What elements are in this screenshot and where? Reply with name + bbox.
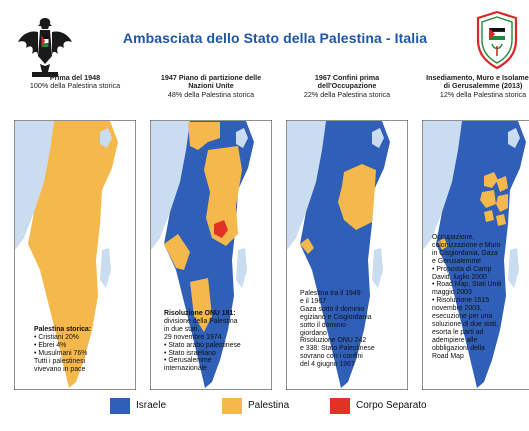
note-line: 29 novembre 1974 bbox=[164, 333, 222, 341]
note-line: • Ebrei 4% bbox=[34, 341, 67, 349]
legend-swatch-corpo-separato bbox=[330, 398, 350, 414]
page-title: Ambasciata dello Stato della Palestina -… bbox=[122, 30, 428, 46]
note-line: sotto il dominio bbox=[300, 321, 346, 329]
note-line: • Road Map, Stati Uniti bbox=[432, 281, 502, 289]
panel-notes: Risoluzione ONU 181: divisione della Pal… bbox=[164, 310, 241, 373]
note-line: novembre 2003, bbox=[432, 305, 482, 313]
embassy-logo bbox=[474, 10, 520, 70]
note-line: • Stato arabo palestinese bbox=[164, 341, 241, 349]
map-1967-borders bbox=[285, 119, 409, 391]
panel-caption: 1947 Piano di partizione delle Nazioni U… bbox=[150, 73, 272, 99]
panel-subtitle: 48% della Palestina storica bbox=[167, 89, 255, 99]
note-line: in Cisgiordania, Gaza bbox=[432, 249, 498, 257]
note-line: egiziano e Cisgiordania bbox=[300, 313, 372, 321]
panel-subtitle: 100% della Palestina storica bbox=[29, 81, 121, 91]
note-line: esecuzione per una bbox=[432, 313, 493, 321]
legend-label-palestina: Palestina bbox=[248, 400, 290, 411]
panel-notes: Palestina tra il 1949 e il 1967 Gaza sot… bbox=[300, 290, 375, 369]
panel-title: Prima del 1948 bbox=[49, 73, 101, 82]
note-line: Palestina tra il 1949 bbox=[300, 290, 361, 297]
panel-subtitle: 22% della Palestina storica bbox=[303, 89, 391, 99]
note-line: soluzione di due stati, bbox=[432, 320, 499, 328]
note-line: David, luglio 2000 bbox=[432, 273, 487, 281]
legend-label-corpo-separato: Corpo Separato bbox=[356, 400, 427, 411]
panel-title: 1947 Piano di partizione delle Nazioni U… bbox=[160, 73, 262, 91]
note-line: Risoluzione ONU 242 bbox=[300, 337, 367, 345]
note-line: del 4 giugno 1967 bbox=[300, 361, 355, 369]
note-line: adempiere alle bbox=[432, 336, 478, 344]
note-line: e Gerusalemme bbox=[432, 257, 482, 265]
map-legend: Israele Palestina Corpo Separato bbox=[0, 398, 529, 418]
note-line: in due stati, bbox=[164, 325, 200, 333]
note-line: Gaza sotto il dominio bbox=[300, 305, 365, 313]
map-settlements-2013 bbox=[421, 119, 529, 391]
map-panel-2013: Insediamento, Muro e Isolamento di Gerus… bbox=[421, 73, 529, 392]
note-line: • Cristiani 20% bbox=[34, 333, 79, 341]
note-line: colonizzazione e Muro bbox=[432, 241, 501, 249]
panel-caption: Prima del 1948 100% della Palestina stor… bbox=[14, 73, 136, 91]
panel-notes: Palestina storica: • Cristiani 20% • Ebr… bbox=[34, 326, 91, 373]
note-line: sovrano con i confini bbox=[300, 353, 363, 361]
note-line: obbligazioni della bbox=[432, 344, 485, 352]
map-partition-plan bbox=[149, 119, 273, 391]
note-line: internazionale bbox=[164, 365, 207, 373]
note-line: • Proposta di Camp bbox=[432, 265, 492, 273]
note-line: Risoluzione ONU 181: bbox=[164, 310, 236, 317]
note-line: • Stato israeliano bbox=[164, 349, 216, 357]
note-line: Occupazione, bbox=[432, 234, 475, 241]
legend-label-israele: Israele bbox=[136, 400, 167, 411]
legend-swatch-israele bbox=[110, 398, 130, 414]
note-line: • Musulmani 76% bbox=[34, 349, 88, 357]
panel-notes: Occupazione, colonizzazione e Muro in Ci… bbox=[432, 234, 501, 361]
note-line: Road Map bbox=[432, 352, 464, 360]
note-line: • Gerusalemme bbox=[164, 357, 212, 365]
note-line: Palestina storica: bbox=[34, 326, 92, 333]
note-line: e il 1967 bbox=[300, 297, 327, 305]
panel-caption: Insediamento, Muro e Isolamento di Gerus… bbox=[422, 73, 529, 99]
panel-subtitle: 12% della Palestina storica bbox=[439, 89, 527, 99]
map-panel-1948: Prima del 1948 100% della Palestina stor… bbox=[13, 73, 137, 392]
map-historic-palestine bbox=[13, 119, 137, 391]
note-line: • Risoluzione 1515 bbox=[432, 297, 490, 305]
note-line: divisione della Palestina bbox=[164, 317, 238, 325]
note-line: vivevano in pace bbox=[34, 365, 86, 373]
panel-caption: 1967 Confini prima dell'Occupazione 22% … bbox=[286, 73, 408, 99]
palestine-eagle-emblem bbox=[14, 8, 76, 84]
note-line: e 338: Stato Palestinese bbox=[300, 345, 375, 353]
note-line: Tutti i palestinesi bbox=[34, 357, 86, 365]
map-panel-1947: 1947 Piano di partizione delle Nazioni U… bbox=[149, 73, 273, 392]
note-line: giordano bbox=[300, 329, 327, 337]
legend-swatch-palestina bbox=[222, 398, 242, 414]
map-panel-1967: 1967 Confini prima dell'Occupazione 22% … bbox=[285, 73, 409, 392]
panel-title: 1967 Confini prima dell'Occupazione bbox=[314, 73, 380, 91]
panel-title: Insediamento, Muro e Isolamento di Gerus… bbox=[426, 73, 529, 91]
note-line: maggio 2003 bbox=[432, 289, 472, 297]
note-line: esorta le parti ad bbox=[432, 328, 484, 336]
